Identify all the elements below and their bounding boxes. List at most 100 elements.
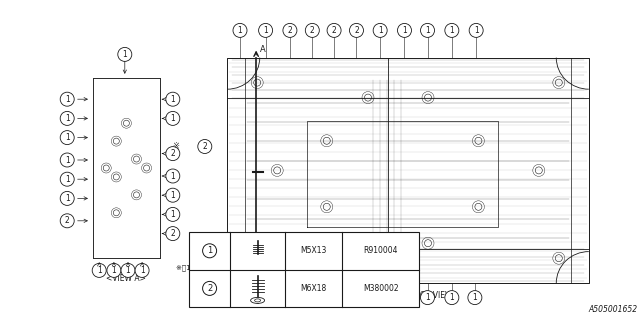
Text: 2: 2 bbox=[332, 26, 337, 35]
Text: 1: 1 bbox=[140, 266, 145, 275]
Circle shape bbox=[118, 47, 132, 61]
Text: 1: 1 bbox=[122, 50, 127, 59]
Circle shape bbox=[135, 263, 149, 277]
Circle shape bbox=[420, 291, 435, 305]
Text: 1: 1 bbox=[425, 26, 430, 35]
Text: 1: 1 bbox=[237, 293, 243, 302]
Circle shape bbox=[134, 156, 140, 162]
Text: 1: 1 bbox=[472, 293, 477, 302]
Text: M6X18: M6X18 bbox=[300, 284, 327, 293]
Circle shape bbox=[60, 111, 74, 125]
Text: A505001652: A505001652 bbox=[589, 305, 638, 314]
Text: 1: 1 bbox=[170, 114, 175, 123]
Circle shape bbox=[198, 140, 212, 154]
Text: 1: 1 bbox=[125, 266, 131, 275]
Circle shape bbox=[373, 23, 387, 37]
Text: 1: 1 bbox=[207, 246, 212, 255]
Circle shape bbox=[274, 167, 281, 174]
Circle shape bbox=[113, 210, 119, 216]
Text: 2: 2 bbox=[354, 26, 359, 35]
Text: ※＜1705-  ＞: ※＜1705- ＞ bbox=[175, 264, 215, 270]
Text: 2: 2 bbox=[330, 293, 335, 302]
Circle shape bbox=[60, 131, 74, 145]
Circle shape bbox=[203, 244, 216, 258]
Circle shape bbox=[445, 23, 459, 37]
Circle shape bbox=[233, 23, 247, 37]
Circle shape bbox=[373, 291, 387, 305]
Circle shape bbox=[349, 291, 363, 305]
Text: 1: 1 bbox=[170, 210, 175, 219]
Text: 1: 1 bbox=[237, 26, 243, 35]
Circle shape bbox=[60, 153, 74, 167]
Circle shape bbox=[420, 23, 435, 37]
Text: 1: 1 bbox=[402, 26, 407, 35]
Text: <VIEW A>: <VIEW A> bbox=[106, 274, 147, 283]
Circle shape bbox=[103, 165, 109, 171]
Text: 2: 2 bbox=[170, 229, 175, 238]
Text: 1: 1 bbox=[474, 26, 479, 35]
Circle shape bbox=[424, 240, 431, 247]
Circle shape bbox=[280, 291, 294, 305]
Circle shape bbox=[475, 137, 482, 144]
Text: 1: 1 bbox=[111, 266, 116, 275]
Circle shape bbox=[253, 79, 260, 86]
Text: 2: 2 bbox=[202, 142, 207, 151]
Text: 1: 1 bbox=[378, 293, 383, 302]
Text: 1: 1 bbox=[65, 95, 70, 104]
Circle shape bbox=[92, 263, 106, 277]
Circle shape bbox=[349, 23, 364, 37]
Circle shape bbox=[113, 174, 119, 180]
Text: 1: 1 bbox=[65, 194, 70, 203]
Circle shape bbox=[121, 263, 135, 277]
Text: 1: 1 bbox=[307, 293, 312, 302]
Circle shape bbox=[60, 191, 74, 205]
Circle shape bbox=[107, 263, 121, 277]
Text: 2: 2 bbox=[285, 293, 290, 302]
Text: 1: 1 bbox=[449, 293, 454, 302]
Circle shape bbox=[445, 291, 459, 305]
Text: A: A bbox=[260, 45, 266, 54]
Circle shape bbox=[143, 165, 150, 171]
Circle shape bbox=[468, 291, 482, 305]
Text: 1: 1 bbox=[425, 293, 430, 302]
Bar bbox=[189, 232, 419, 307]
Circle shape bbox=[469, 23, 483, 37]
Text: 1: 1 bbox=[170, 95, 175, 104]
Text: ※: ※ bbox=[173, 142, 179, 151]
Circle shape bbox=[556, 79, 563, 86]
Text: 1: 1 bbox=[263, 26, 268, 35]
Text: 2: 2 bbox=[310, 26, 315, 35]
Text: 1: 1 bbox=[97, 266, 102, 275]
Circle shape bbox=[166, 92, 180, 106]
Text: 1: 1 bbox=[170, 172, 175, 180]
Circle shape bbox=[424, 94, 431, 101]
Text: <TOP VIEW>: <TOP VIEW> bbox=[409, 292, 458, 300]
Circle shape bbox=[166, 147, 180, 161]
Text: 1: 1 bbox=[378, 26, 383, 35]
Text: 1: 1 bbox=[262, 293, 267, 302]
Circle shape bbox=[475, 203, 482, 210]
Circle shape bbox=[323, 203, 330, 210]
Circle shape bbox=[60, 92, 74, 106]
Circle shape bbox=[253, 255, 260, 262]
Circle shape bbox=[397, 23, 412, 37]
Circle shape bbox=[323, 137, 330, 144]
Circle shape bbox=[556, 255, 563, 262]
Text: 1: 1 bbox=[65, 114, 70, 123]
Circle shape bbox=[327, 23, 341, 37]
Circle shape bbox=[166, 227, 180, 241]
Text: 2: 2 bbox=[353, 293, 358, 302]
Circle shape bbox=[166, 169, 180, 183]
Text: 1: 1 bbox=[449, 26, 454, 35]
Text: 1: 1 bbox=[65, 156, 70, 164]
Text: R910004: R910004 bbox=[364, 246, 398, 255]
Circle shape bbox=[60, 214, 74, 228]
Circle shape bbox=[259, 23, 273, 37]
Text: 2: 2 bbox=[287, 26, 292, 35]
Text: 2: 2 bbox=[170, 149, 175, 158]
Text: M380002: M380002 bbox=[363, 284, 399, 293]
Circle shape bbox=[233, 291, 247, 305]
Circle shape bbox=[166, 111, 180, 125]
Circle shape bbox=[134, 192, 140, 198]
Circle shape bbox=[113, 138, 119, 144]
